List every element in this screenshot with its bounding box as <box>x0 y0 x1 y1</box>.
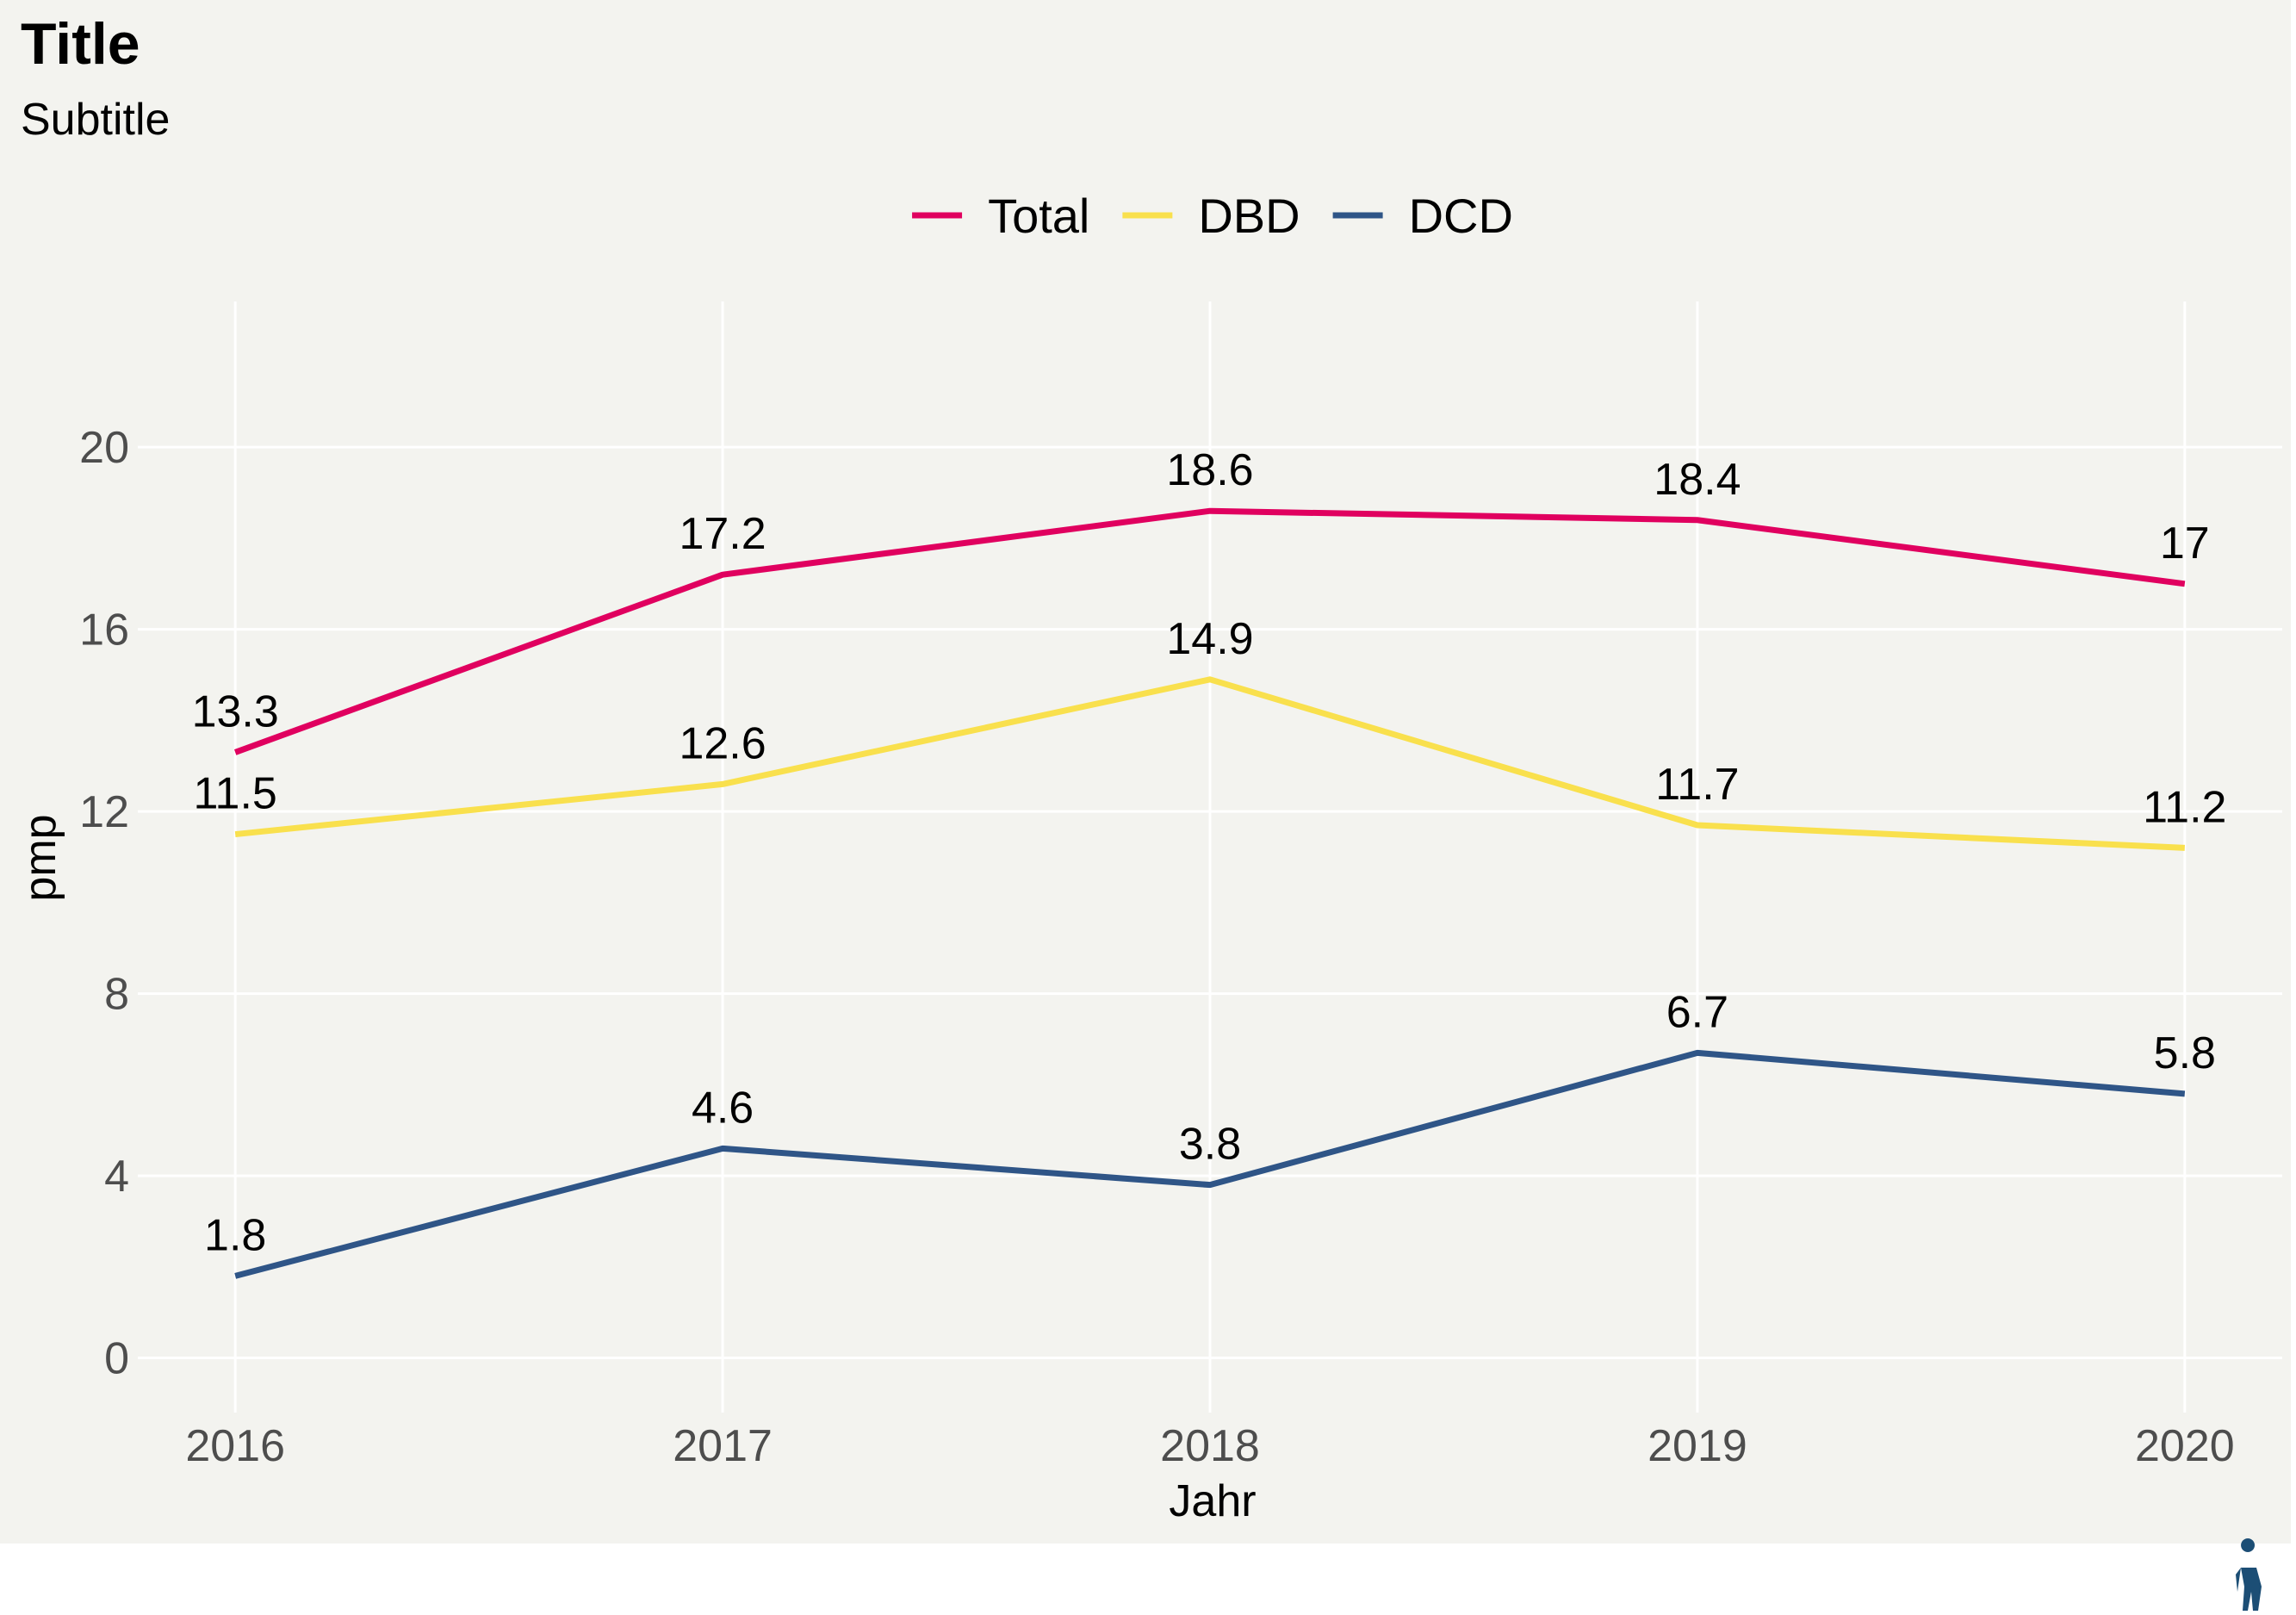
data-label-dbd: 12.6 <box>679 718 766 768</box>
data-label-total: 17.2 <box>679 509 766 559</box>
y-axis-title: pmp <box>16 814 65 901</box>
legend: Total DBD DCD <box>912 189 1513 243</box>
series-line-dcd <box>234 1049 2186 1279</box>
x-tick-label: 2016 <box>185 1421 285 1471</box>
data-label-total: 18.4 <box>1654 455 1741 505</box>
data-label-dcd: 3.8 <box>1179 1120 1241 1170</box>
legend-item-dbd: DBD <box>1122 189 1300 243</box>
data-label-dcd: 4.6 <box>692 1083 754 1133</box>
y-tick-label: 0 <box>104 1334 129 1384</box>
x-axis-title: Jahr <box>1169 1476 1256 1526</box>
data-label-dcd: 5.8 <box>2154 1028 2216 1078</box>
legend-item-dcd: DCD <box>1332 189 1513 243</box>
data-label-total: 17 <box>2160 519 2210 568</box>
y-tick-label: 12 <box>79 787 129 837</box>
x-axis-ticks: 2016 2017 2018 2019 2020 <box>185 1421 2234 1471</box>
chart-title: Title <box>21 11 140 77</box>
legend-label: Total <box>988 189 1089 243</box>
data-label-total: 13.3 <box>192 686 279 736</box>
y-tick-label: 20 <box>79 423 129 473</box>
data-labels: 13.3 17.2 18.6 18.4 17 11.5 12.6 14.9 11.7 11.2 1.… <box>192 445 2227 1260</box>
data-label-dbd: 11.7 <box>1655 760 1739 810</box>
series-line-total <box>233 507 2186 755</box>
series-line-dbd <box>234 676 2185 851</box>
data-label-total: 18.6 <box>1166 445 1253 495</box>
y-tick-label: 8 <box>104 970 129 1020</box>
data-label-dbd: 11.2 <box>2143 782 2226 832</box>
grid <box>138 301 2282 1413</box>
y-axis-ticks: 0 4 8 12 16 20 <box>79 423 129 1383</box>
chart-subtitle: Subtitle <box>21 95 170 145</box>
data-label-dcd: 1.8 <box>204 1210 266 1260</box>
data-label-dbd: 14.9 <box>1166 614 1253 664</box>
x-tick-label: 2018 <box>1160 1421 1260 1471</box>
chart-panel <box>0 0 2291 1544</box>
data-label-dcd: 6.7 <box>1666 987 1728 1037</box>
legend-label: DBD <box>1198 189 1300 243</box>
series-lines <box>233 507 2186 1279</box>
x-tick-label: 2017 <box>673 1421 773 1471</box>
y-tick-label: 4 <box>104 1152 129 1202</box>
legend-label: DCD <box>1409 189 1513 243</box>
legend-item-total: Total <box>912 189 1089 243</box>
x-tick-label: 2020 <box>2135 1421 2235 1471</box>
y-tick-label: 16 <box>79 606 129 655</box>
x-tick-label: 2019 <box>1648 1421 1747 1471</box>
person-figure-logo-icon <box>2236 1538 2262 1611</box>
data-label-dbd: 11.5 <box>194 769 277 819</box>
